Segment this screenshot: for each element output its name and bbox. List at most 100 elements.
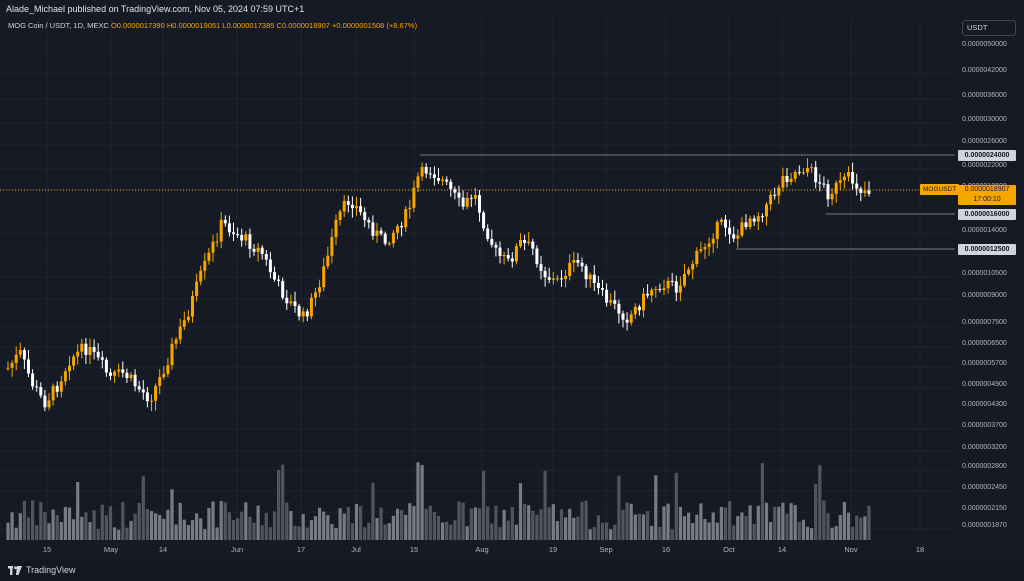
footer-bar xyxy=(0,560,1024,581)
candle-body xyxy=(719,219,723,223)
volume-bar xyxy=(629,503,633,540)
volume-bar xyxy=(420,465,424,540)
volume-bar xyxy=(281,464,285,540)
candle-body xyxy=(748,218,752,228)
volume-bar xyxy=(387,523,391,540)
volume-bar xyxy=(773,506,777,540)
candle-body xyxy=(740,222,744,236)
volume-bar xyxy=(445,521,449,540)
candle-body xyxy=(810,167,814,169)
volume-bar xyxy=(92,510,96,540)
price-tick: 0.0000005700 xyxy=(962,360,1007,367)
volume-bar xyxy=(424,508,428,540)
volume-bar xyxy=(613,524,617,540)
volume-bar xyxy=(88,522,92,540)
volume-bar xyxy=(756,505,760,540)
price-tick: 0.0000030000 xyxy=(962,116,1007,123)
candle-body xyxy=(39,387,43,396)
candle-body xyxy=(596,282,600,289)
volume-bar xyxy=(268,527,272,540)
volume-bar xyxy=(117,529,121,540)
candle-body xyxy=(432,174,436,179)
volume-bar xyxy=(186,525,190,540)
candle-body xyxy=(170,343,174,366)
volume-bar xyxy=(797,521,801,540)
candle-body xyxy=(588,274,592,280)
volume-bar xyxy=(51,509,55,540)
candle-body xyxy=(551,278,555,280)
time-tick: Jun xyxy=(230,545,244,554)
candle-body xyxy=(232,232,235,235)
price-chart[interactable] xyxy=(0,18,955,541)
volume-bar xyxy=(359,506,363,540)
volume-bar xyxy=(650,525,654,540)
candle-body xyxy=(691,264,695,270)
candle-body xyxy=(92,347,96,352)
candle-body xyxy=(121,369,125,373)
tradingview-brand[interactable]: TradingView xyxy=(8,565,76,575)
candle-body xyxy=(195,281,199,296)
volume-bar xyxy=(223,502,227,540)
candle-body xyxy=(629,314,633,323)
candle-body xyxy=(174,339,178,344)
price-tick: 0.0000001870 xyxy=(962,522,1007,529)
volume-bar xyxy=(293,525,297,540)
candle-body xyxy=(510,258,514,262)
volume-bar xyxy=(375,518,379,540)
candle-body xyxy=(100,357,104,360)
candle-body xyxy=(264,253,268,260)
volume-bar xyxy=(137,503,141,540)
candle-body xyxy=(117,369,121,372)
volume-bar xyxy=(605,522,609,540)
candle-body xyxy=(326,255,330,267)
volume-bar xyxy=(764,502,769,540)
candle-body xyxy=(527,241,531,243)
volume-bar xyxy=(576,516,580,540)
volume-bar xyxy=(568,508,572,540)
candle-body xyxy=(867,190,871,194)
volume-bar xyxy=(535,514,539,540)
candle-body xyxy=(625,319,629,323)
volume-bar xyxy=(408,503,412,540)
volume-bar xyxy=(728,501,732,540)
volume-bar xyxy=(371,482,375,540)
symbol-label[interactable]: MOG Coin / USDT, 1D, MEXC xyxy=(8,21,109,30)
volume-bar xyxy=(543,470,547,540)
candle-body xyxy=(765,204,768,217)
volume-bar xyxy=(502,509,506,540)
candle-body xyxy=(199,270,203,282)
volume-bar xyxy=(318,507,322,540)
volume-bar xyxy=(248,516,252,540)
time-tick: 15 xyxy=(42,545,52,554)
candle-body xyxy=(826,184,830,200)
volume-bar xyxy=(350,523,354,540)
candle-body xyxy=(416,176,420,188)
volume-bar xyxy=(277,469,281,540)
candle-body xyxy=(469,197,473,199)
volume-bar xyxy=(514,524,518,540)
volume-bar xyxy=(264,512,268,540)
volume-bar xyxy=(805,526,810,540)
currency-button[interactable]: USDT xyxy=(962,20,1016,36)
volume-bar xyxy=(580,501,584,540)
volume-bar xyxy=(391,515,395,540)
price-tick: 0.0000009000 xyxy=(962,292,1007,299)
candle-body xyxy=(851,172,855,184)
volume-bar xyxy=(691,522,695,540)
candle-body xyxy=(654,289,658,291)
candle-body xyxy=(268,259,272,273)
volume-bar xyxy=(740,512,744,540)
candle-body xyxy=(703,247,707,250)
candle-body xyxy=(683,273,686,286)
volume-bar xyxy=(682,516,687,540)
volume-bar xyxy=(678,506,682,540)
volume-bar xyxy=(67,507,72,540)
candle-body xyxy=(642,293,645,311)
volume-bar xyxy=(22,500,26,540)
candles xyxy=(6,158,871,412)
volume-bar xyxy=(523,503,527,540)
candle-body xyxy=(785,175,789,182)
candle-body xyxy=(289,301,293,304)
price-tick: 0.0000036000 xyxy=(962,92,1007,99)
volume-bar xyxy=(822,500,826,540)
